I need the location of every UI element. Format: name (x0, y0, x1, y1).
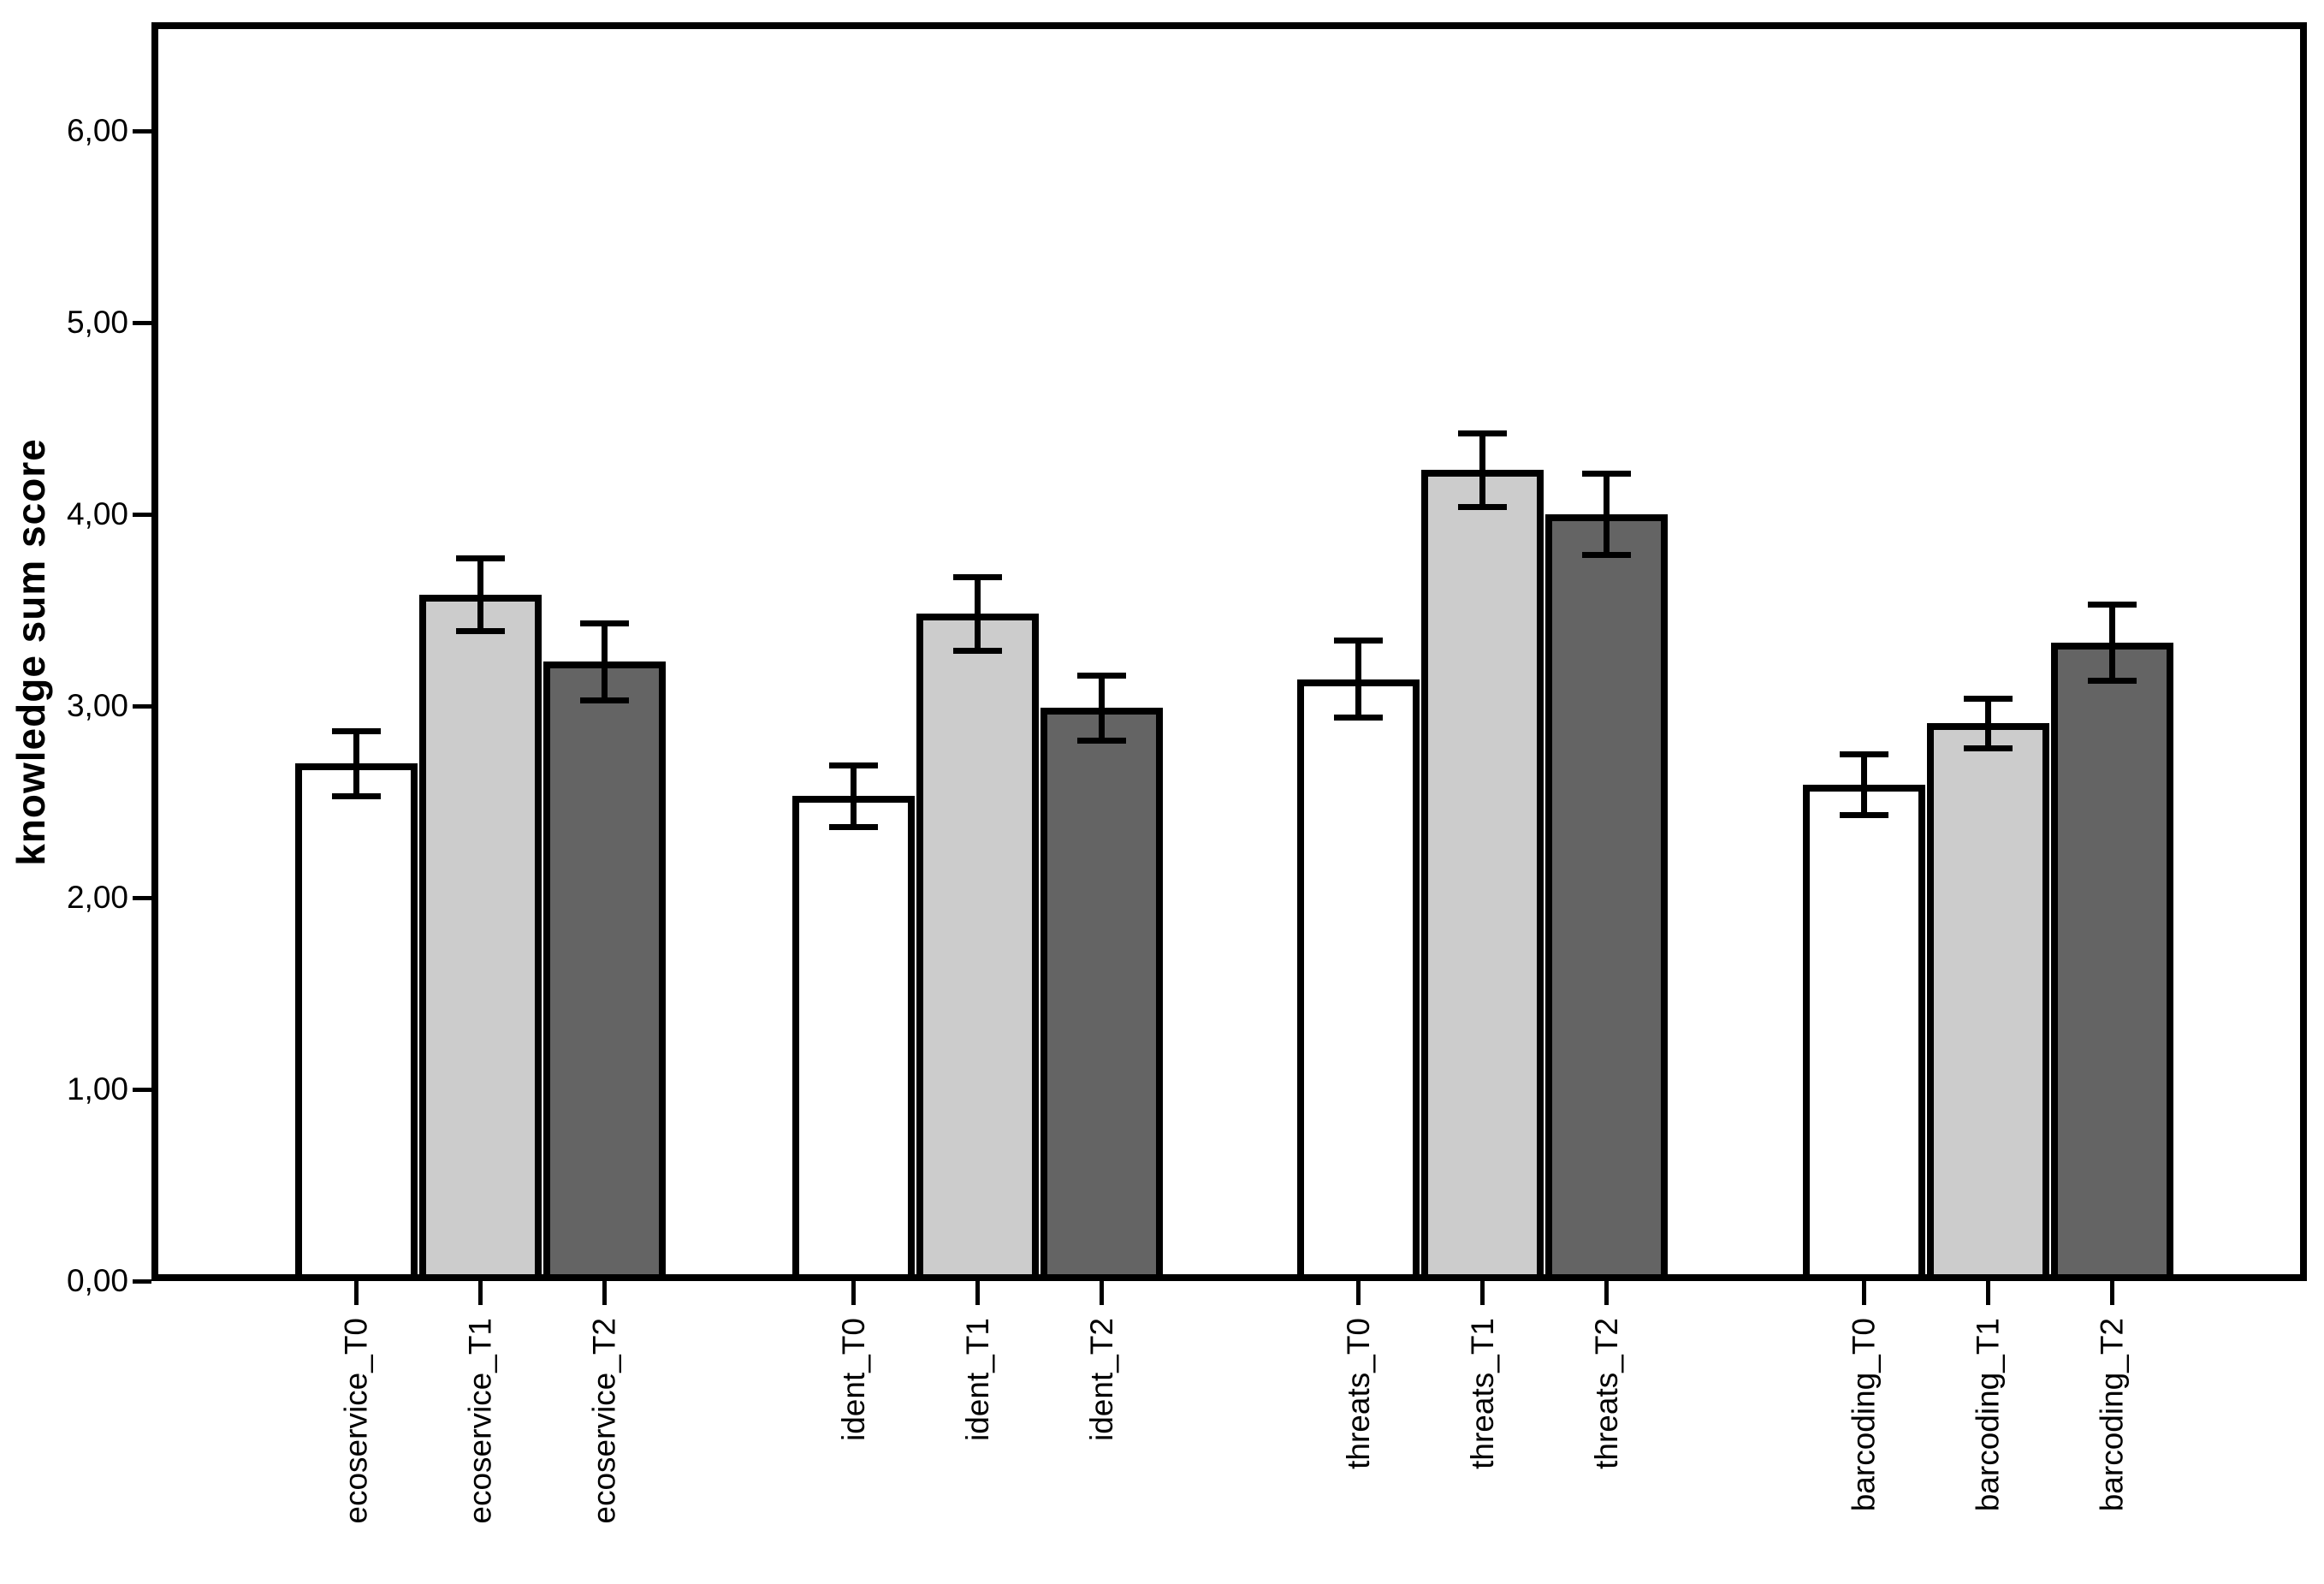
y-tick-label: 0,00 (66, 1263, 128, 1298)
error-bar-cap-bottom (456, 628, 505, 635)
x-tick (1604, 1281, 1609, 1305)
x-tick-label: ecoservice_T2 (586, 1318, 622, 1524)
y-tick (133, 1088, 151, 1092)
x-tick-label: threats_T1 (1464, 1318, 1500, 1469)
y-tick-label: 3,00 (66, 688, 128, 723)
x-tick-label: barcoding_T1 (1970, 1318, 2006, 1512)
x-tick-label: threats_T0 (1340, 1318, 1376, 1469)
error-bar-line (2109, 604, 2115, 681)
error-bar-line (1479, 433, 1485, 507)
y-tick (133, 704, 151, 709)
y-axis-title-wrap: knowledge sum score (0, 22, 62, 1281)
error-bar-cap-top (1077, 672, 1126, 679)
x-tick (1356, 1281, 1361, 1305)
x-tick-label: barcoding_T0 (1846, 1318, 1882, 1512)
y-tick-label: 4,00 (66, 496, 128, 531)
error-bar-cap-top (580, 620, 629, 627)
bar-ident_T0 (792, 796, 915, 1281)
bar-threats_T0 (1297, 679, 1420, 1281)
x-tick-label: ecoservice_T0 (338, 1318, 374, 1524)
error-bar-line (1861, 754, 1867, 816)
x-tick (851, 1281, 856, 1305)
x-tick-label: ecoservice_T1 (462, 1318, 498, 1524)
y-tick-label: 6,00 (66, 113, 128, 148)
y-tick (133, 1279, 151, 1284)
bar-ident_T1 (916, 614, 1039, 1281)
y-tick (133, 321, 151, 325)
x-tick (602, 1281, 607, 1305)
y-tick-label: 5,00 (66, 305, 128, 340)
x-tick (1480, 1281, 1485, 1305)
y-tick (133, 129, 151, 133)
y-tick (133, 513, 151, 517)
x-tick-label: ident_T0 (835, 1318, 871, 1441)
bar-ecoservice_T2 (543, 661, 666, 1281)
error-bar-cap-top (456, 555, 505, 562)
bar-barcoding_T2 (2051, 643, 2173, 1281)
error-bar-cap-bottom (580, 697, 629, 703)
error-bar-line (602, 623, 608, 701)
x-tick-label: ident_T2 (1083, 1318, 1119, 1441)
error-bar-cap-top (1458, 430, 1507, 437)
error-bar-line (851, 765, 857, 828)
bar-threats_T1 (1421, 470, 1544, 1281)
y-axis-title: knowledge sum score (9, 437, 54, 866)
error-bar-cap-bottom (1334, 714, 1383, 721)
x-tick-label: barcoding_T2 (2094, 1318, 2130, 1512)
x-tick (975, 1281, 980, 1305)
bar-ecoservice_T1 (419, 595, 542, 1281)
bar-ecoservice_T0 (295, 763, 418, 1281)
error-bar-line (1604, 473, 1610, 555)
y-tick-label: 2,00 (66, 880, 128, 915)
x-tick (354, 1281, 359, 1305)
x-tick-label: ident_T1 (959, 1318, 995, 1441)
y-tick-label: 1,00 (66, 1071, 128, 1106)
error-bar-cap-top (1964, 695, 2013, 702)
error-bar-cap-top (1334, 638, 1383, 644)
error-bar-cap-top (829, 762, 878, 768)
error-bar-line (477, 558, 483, 632)
error-bar-cap-bottom (953, 647, 1002, 654)
x-tick (478, 1281, 483, 1305)
bar-threats_T2 (1545, 514, 1668, 1281)
x-tick-label: threats_T2 (1588, 1318, 1624, 1469)
error-bar-line (1099, 675, 1105, 741)
x-tick (1862, 1281, 1866, 1305)
error-bar-cap-top (1840, 750, 1888, 757)
x-tick (1100, 1281, 1104, 1305)
error-bar-cap-bottom (2088, 678, 2137, 685)
error-bar-cap-bottom (1077, 737, 1126, 744)
error-bar-cap-top (332, 727, 381, 734)
error-bar-line (1355, 640, 1361, 718)
x-tick (1986, 1281, 1990, 1305)
error-bar-cap-top (2088, 601, 2137, 608)
error-bar-cap-bottom (1458, 503, 1507, 510)
bar-barcoding_T1 (1927, 723, 2049, 1281)
error-bar-cap-bottom (332, 792, 381, 799)
error-bar-line (353, 731, 359, 797)
error-bar-cap-bottom (829, 823, 878, 830)
error-bar-cap-top (1582, 471, 1631, 478)
error-bar-cap-bottom (1840, 812, 1888, 819)
bar-ident_T2 (1040, 708, 1163, 1281)
bar-barcoding_T0 (1803, 784, 1925, 1281)
error-bar-line (975, 577, 981, 651)
x-tick (2110, 1281, 2114, 1305)
error-bar-cap-bottom (1964, 745, 2013, 751)
error-bar-line (1985, 698, 1991, 749)
y-tick (133, 896, 151, 900)
error-bar-cap-bottom (1582, 551, 1631, 558)
error-bar-cap-top (953, 574, 1002, 581)
